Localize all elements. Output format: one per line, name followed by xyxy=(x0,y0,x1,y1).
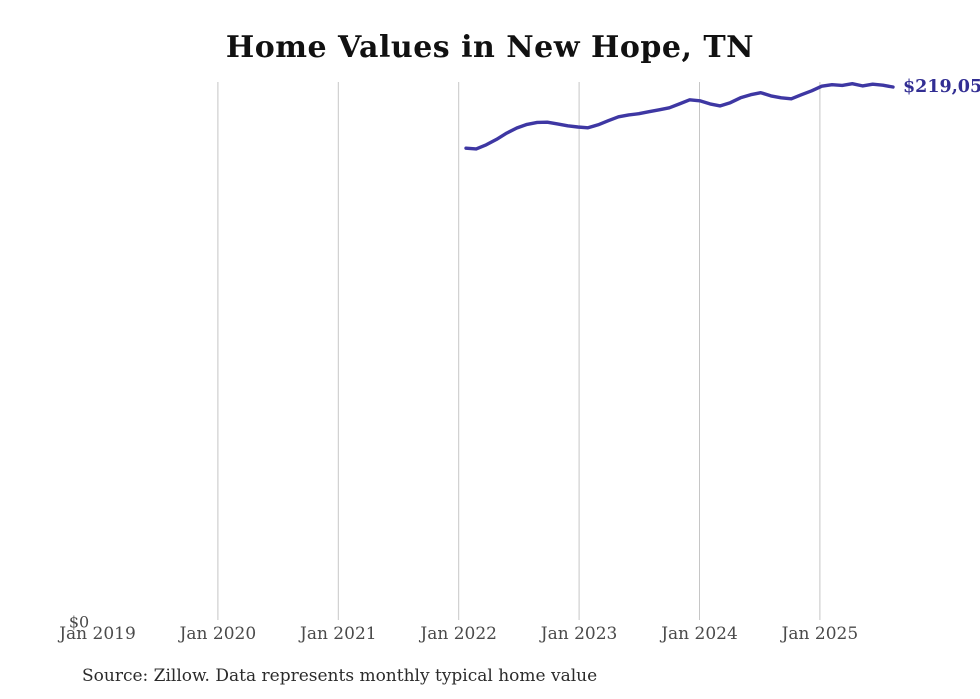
x-tick-label-jan-2025: Jan 2025 xyxy=(781,624,859,644)
home-value-line xyxy=(464,81,895,151)
x-tick-label-jan-2022: Jan 2022 xyxy=(420,624,497,644)
x-tick-label-jan-2019: Jan 2019 xyxy=(59,624,136,644)
x-tick-label-jan-2021: Jan 2021 xyxy=(300,624,377,644)
latest-value-label: $219,054 xyxy=(903,77,980,97)
year-gridlines xyxy=(217,82,821,620)
source-note: Source: Zillow. Data represents monthly … xyxy=(82,666,598,686)
y-axis-zero-label: $0 xyxy=(68,612,90,632)
x-tick-label-jan-2024: Jan 2024 xyxy=(661,624,738,644)
chart-title: Home Values in New Hope, TN xyxy=(225,30,755,65)
x-tick-label-jan-2023: Jan 2023 xyxy=(540,624,618,644)
x-tick-label-jan-2020: Jan 2020 xyxy=(179,624,257,644)
